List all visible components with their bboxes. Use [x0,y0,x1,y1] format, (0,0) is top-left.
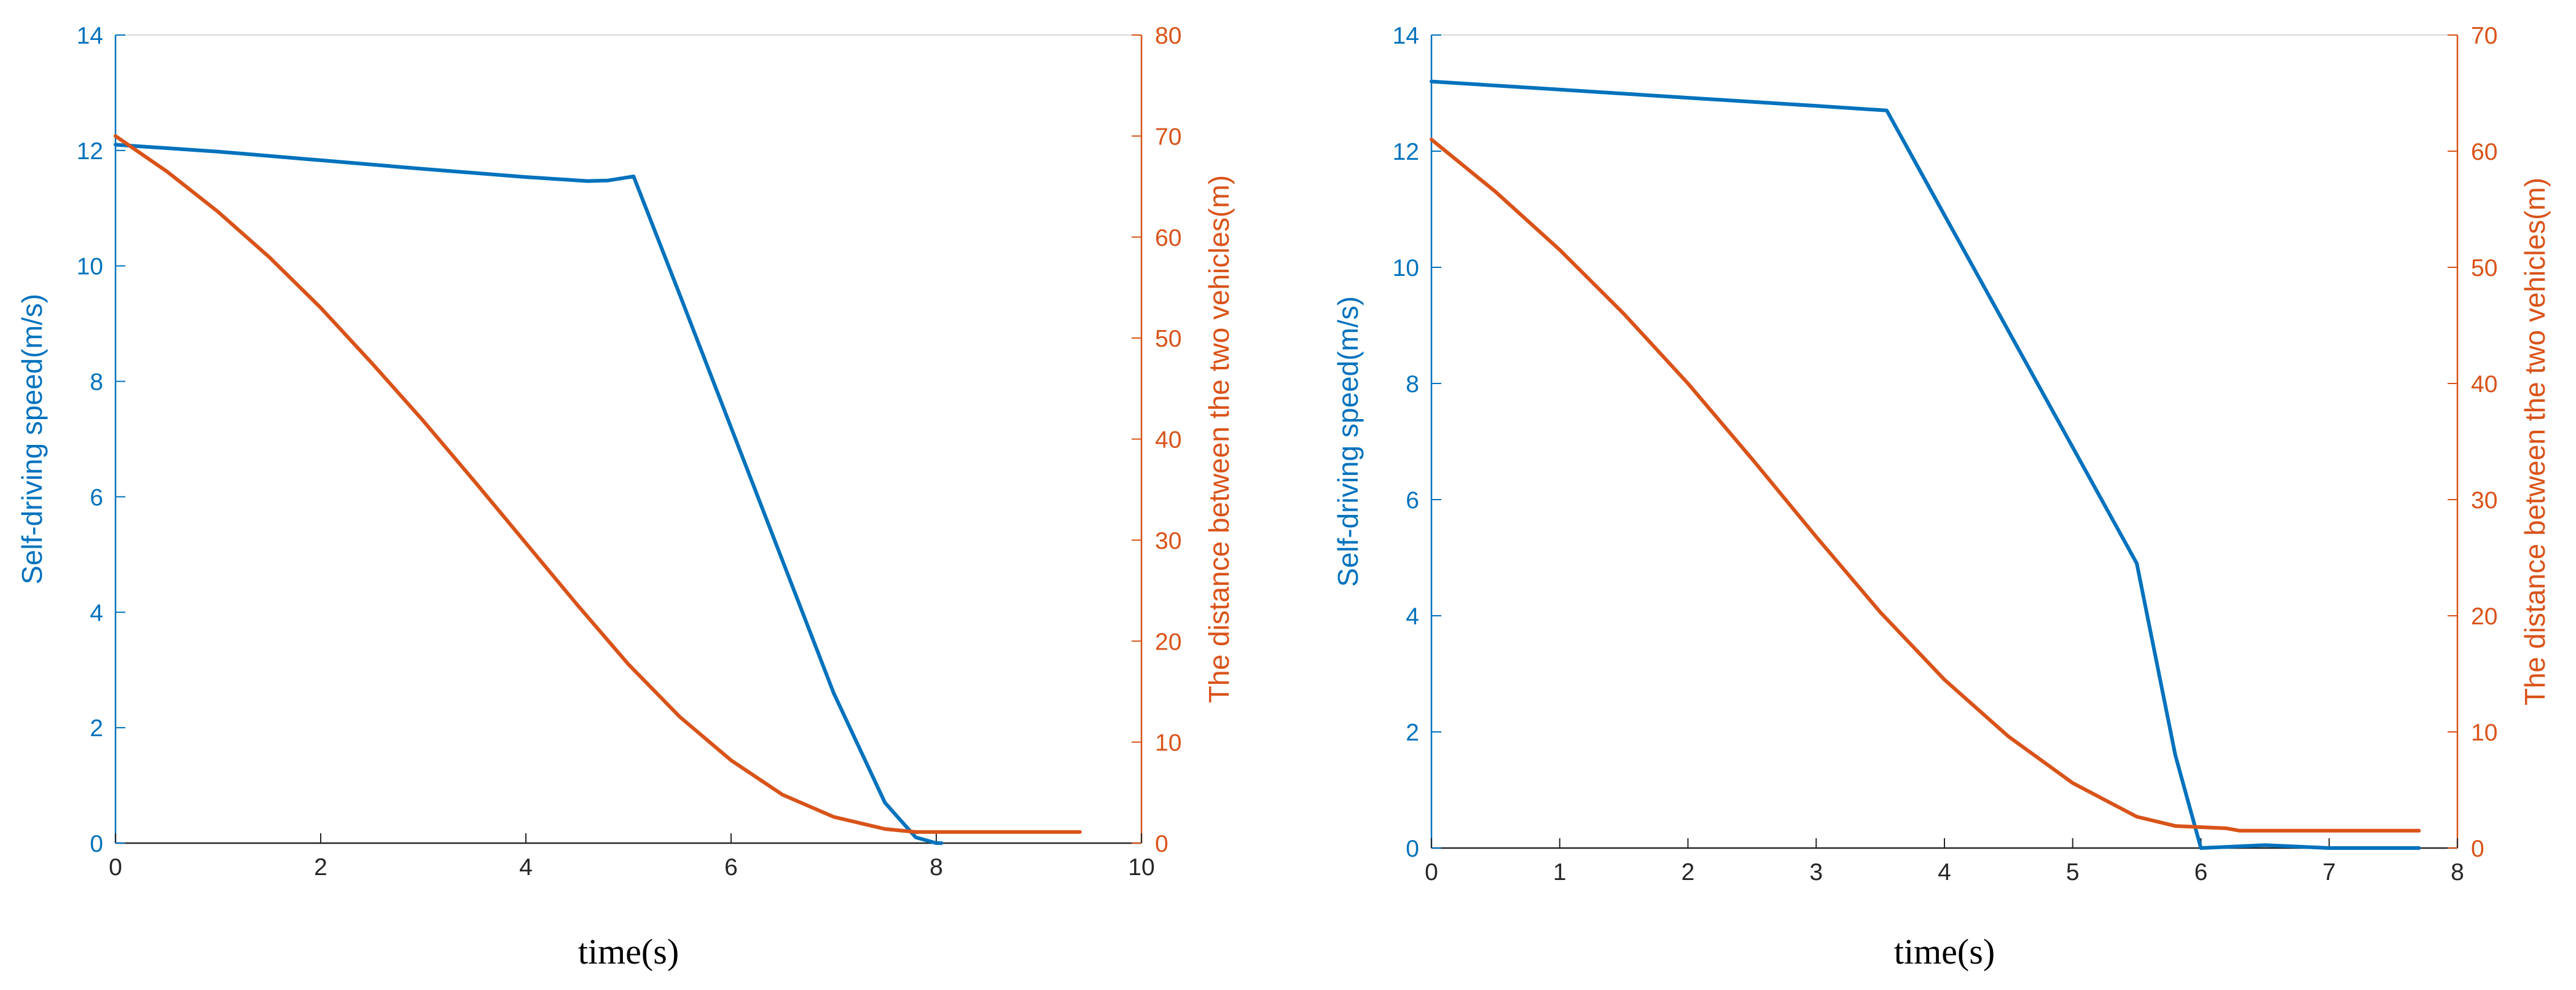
x-tick-label: 2 [314,854,327,881]
speed-series-line [114,143,944,845]
y-left-tick-label: 0 [90,831,103,857]
y-left-tick-label: 0 [1406,836,1419,862]
y-axis-left-label: Self-driving speed(m/s) [16,294,48,584]
y-left-tick-label: 14 [1393,23,1419,49]
y-left-tick-label: 10 [1393,255,1419,281]
x-tick-label: 4 [1938,859,1951,886]
x-axis-label: time(s) [578,932,679,972]
y-right-tick-label: 50 [2471,255,2497,281]
y-right-tick-label: 40 [1155,427,1181,454]
y-left-tick-label: 14 [77,23,103,49]
x-tick-label: 8 [930,854,943,881]
x-tick-label: 0 [1425,859,1438,886]
y-right-tick-label: 70 [1155,124,1181,150]
y-left-tick-label: 8 [90,369,103,396]
y-right-tick-label: 50 [1155,326,1181,352]
y-right-tick-label: 10 [1155,730,1181,756]
y-left-tick-label: 6 [90,484,103,511]
distance-series-line [114,134,1082,834]
y-left-tick-label: 8 [1406,371,1419,398]
y-right-tick-label: 20 [1155,629,1181,655]
y-left-tick-label: 12 [1393,139,1419,165]
x-tick-label: 0 [109,854,122,881]
y-left-tick-label: 4 [1406,603,1419,630]
y-right-tick-label: 70 [2471,23,2497,49]
x-axis-label: time(s) [1894,932,1995,972]
speed-series-line [1430,79,2421,850]
y-right-tick-label: 10 [2471,720,2497,746]
x-tick-label: 7 [2322,859,2336,886]
y-right-tick-label: 30 [1155,528,1181,554]
plot-frame [1431,34,2458,849]
x-tick-label: 4 [519,854,533,881]
y-left-tick-label: 2 [1406,720,1419,746]
y-left-tick-label: 4 [90,600,103,626]
y-left-tick-label: 6 [1406,487,1419,514]
y-right-tick-label: 0 [2471,836,2484,862]
x-tick-label: 8 [2451,859,2464,886]
x-tick-label: 3 [1809,859,1823,886]
x-tick-label: 2 [1681,859,1695,886]
y-axis-right-label: The distance between the two vehicles(m) [2519,178,2551,705]
y-axis-right-label: The distance between the two vehicles(m) [1203,175,1235,703]
y-left-tick-label: 12 [77,138,103,165]
y-axis-left-label: Self-driving speed(m/s) [1332,296,1364,587]
y-right-tick-label: 80 [1155,23,1181,49]
y-right-tick-label: 30 [2471,487,2497,514]
chart-panel-1: 0 2 4 6 8 100246810121401020304050607080time(… [16,23,1235,972]
x-tick-label: 1 [1553,859,1567,886]
y-right-tick-label: 40 [2471,371,2497,398]
distance-series-line [1430,138,2421,833]
y-left-tick-label: 10 [77,254,103,280]
x-tick-label: 6 [724,854,738,881]
y-right-tick-label: 20 [2471,603,2497,630]
x-tick-label: 6 [2194,859,2208,886]
y-left-tick-label: 2 [90,715,103,742]
y-right-tick-label: 60 [2471,139,2497,165]
x-tick-label: 10 [1128,854,1154,881]
x-tick-label: 5 [2066,859,2080,886]
chart-panel-2: 0 1 2 3 4 5 6 7 802468101214010203040506070time(… [1332,23,2551,972]
y-right-tick-label: 0 [1155,831,1169,857]
y-right-tick-label: 60 [1155,225,1181,251]
